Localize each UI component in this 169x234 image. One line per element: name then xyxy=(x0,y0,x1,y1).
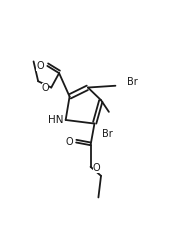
Text: O: O xyxy=(65,138,73,147)
Text: O: O xyxy=(37,61,44,71)
Text: Br: Br xyxy=(102,129,113,139)
Text: HN: HN xyxy=(48,115,64,125)
Text: O: O xyxy=(42,83,49,92)
Text: O: O xyxy=(92,163,100,173)
Text: Br: Br xyxy=(127,77,138,87)
